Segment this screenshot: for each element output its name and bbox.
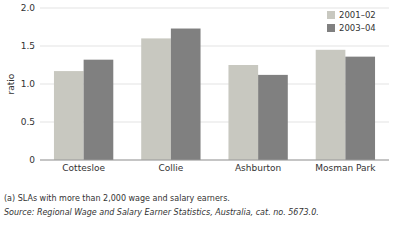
y-tick-label: 0.5: [21, 117, 35, 127]
x-axis: Cottesloe Collie Ashburton Mosman Park: [40, 160, 389, 173]
grid-line: [40, 160, 389, 161]
y-tick-label: 1.0: [21, 79, 36, 89]
footnote: Source: Regional Wage and Salary Earner …: [4, 208, 319, 217]
grid-line: [40, 8, 389, 9]
legend-label: 2003–04: [339, 23, 376, 33]
x-axis-line: [40, 160, 389, 161]
y-axis: 0 0.5 1.0 1.5 2.0: [21, 3, 36, 165]
x-tick-label: Ashburton: [235, 163, 281, 173]
footnote: (a) SLAs with more than 2,000 wage and s…: [4, 194, 230, 203]
x-tick-label: Collie: [158, 163, 183, 173]
y-tick-label: 0: [29, 155, 35, 165]
x-tick-label: Mosman Park: [315, 163, 376, 173]
legend-swatch: [327, 24, 335, 32]
bars: [54, 29, 375, 160]
legend-swatch: [327, 11, 335, 19]
y-tick-label: 1.5: [21, 41, 35, 51]
chart-container: 0 0.5 1.0 1.5 2.0 ratio Cottesloe Collie Ashburt…: [0, 0, 397, 227]
bar: [141, 38, 171, 160]
bar: [54, 71, 84, 160]
grid-line: [40, 46, 389, 47]
legend-label: 2001–02: [339, 10, 376, 20]
legend: 2001–02 2003–04: [327, 10, 376, 33]
bar: [84, 60, 114, 160]
chart: 0 0.5 1.0 1.5 2.0 ratio Cottesloe Collie Ashburt…: [0, 0, 397, 227]
bar: [258, 75, 288, 160]
y-tick-label: 2.0: [21, 3, 36, 13]
footnotes: (a) SLAs with more than 2,000 wage and s…: [4, 194, 319, 217]
y-axis-label: ratio: [6, 73, 16, 94]
bar: [228, 65, 258, 160]
x-tick-label: Cottesloe: [62, 163, 105, 173]
grid: [40, 8, 389, 160]
bar: [345, 57, 375, 160]
bar: [171, 29, 201, 160]
bar: [316, 50, 346, 160]
